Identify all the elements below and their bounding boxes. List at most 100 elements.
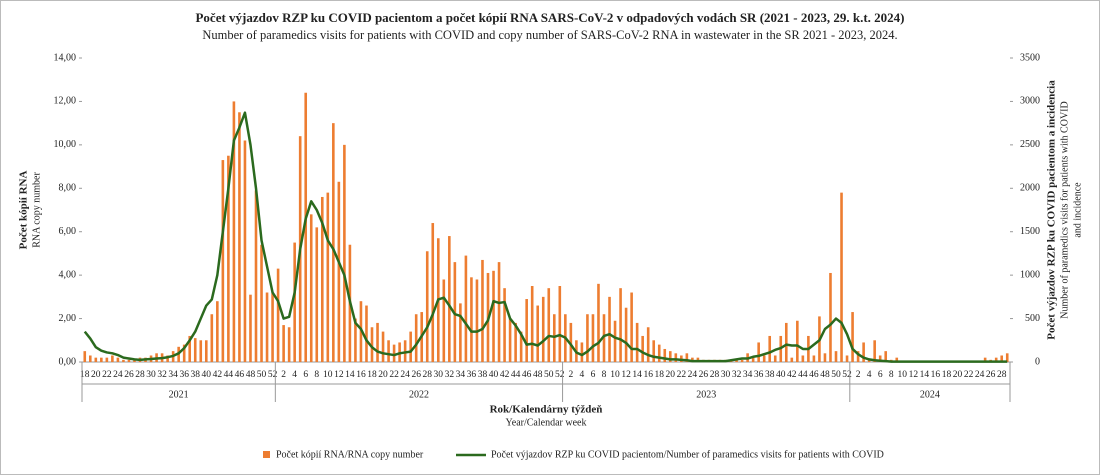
x-tick-label: 26 (411, 370, 421, 380)
y-tick-label: 2,00 (59, 313, 77, 324)
bar (210, 314, 214, 362)
x-tick-label: 20 (953, 370, 963, 380)
bar (668, 351, 672, 362)
x-tick-label: 14 (345, 370, 355, 380)
x-tick-label: 50 (831, 370, 841, 380)
bar (508, 318, 512, 362)
chart-title: Počet výjazdov RZP ku COVID pacientom a … (195, 10, 904, 25)
x-tick-label: 24 (688, 370, 698, 380)
x-tick-label: 12 (621, 370, 631, 380)
x-tick-label: 46 (235, 370, 245, 380)
x-tick-label: 42 (213, 370, 223, 380)
bar (199, 340, 203, 362)
y-tick-label: 6,00 (59, 226, 77, 237)
x-tick-label: 44 (798, 370, 808, 380)
x-tick-label: 2 (856, 370, 861, 380)
bar (602, 314, 606, 362)
x-tick-label: 26 (124, 370, 134, 380)
bar (232, 101, 236, 362)
bar (685, 353, 689, 362)
bar (94, 357, 98, 362)
x-tick-label: 18 (942, 370, 952, 380)
x-tick-label: 20 (666, 370, 676, 380)
bar (762, 355, 766, 362)
x-tick-label: 26 (699, 370, 709, 380)
bar (586, 314, 589, 362)
bar (271, 292, 274, 362)
bar (552, 314, 556, 362)
bar (409, 331, 412, 362)
bar (332, 123, 335, 363)
line (83, 111, 1008, 363)
x-tick-label: 8 (889, 370, 894, 380)
bar (663, 348, 667, 362)
bar (641, 335, 644, 362)
bar (354, 318, 357, 362)
y-tick-label: 8,00 (59, 183, 77, 194)
x-tick-label: 28 (997, 370, 1007, 380)
x-tick-label: 28 (422, 370, 432, 380)
bar (287, 327, 291, 362)
x-tick-label: 20 (378, 370, 388, 380)
y2-axis-title-en: Number of paramedics visits for patients… (1059, 101, 1070, 318)
bar (862, 342, 865, 362)
chart-subtitle: Number of paramedics visits for patients… (202, 28, 897, 42)
bar (657, 344, 661, 362)
x-tick-label: 38 (765, 370, 775, 380)
x-axis-title: Rok/Kalendárny týždeň (490, 404, 603, 416)
bar (597, 283, 600, 362)
x-tick-label: 36 (179, 370, 189, 380)
bar (442, 279, 446, 362)
y-tick-label: 14,00 (54, 52, 77, 63)
x-tick-label: 8 (314, 370, 319, 380)
x-tick-label: 42 (500, 370, 510, 380)
x-tick-label: 32 (445, 370, 455, 380)
bar (392, 344, 396, 362)
x-tick-label: 16 (931, 370, 941, 380)
y2-axis-title: Počet výjazdov RZP ku COVID pacientom a … (1046, 80, 1058, 340)
x-tick-label: 6 (591, 370, 596, 380)
y-tick-label: 4,00 (59, 269, 77, 280)
bar (784, 322, 788, 362)
x-tick-label: 16 (356, 370, 366, 380)
x-tick-label: 48 (246, 370, 256, 380)
bar (88, 355, 92, 362)
bar (696, 357, 700, 362)
bar (829, 272, 832, 362)
bar (249, 294, 252, 362)
bar (387, 340, 390, 362)
bar (309, 214, 313, 362)
bar (414, 314, 418, 362)
x-tick-label: 50 (544, 370, 554, 380)
bar (122, 359, 125, 362)
bar (238, 112, 241, 363)
bar (674, 353, 678, 362)
bar (994, 357, 998, 362)
bar (514, 322, 517, 362)
x-tick-label: 22 (389, 370, 399, 380)
bar (243, 140, 247, 362)
y2-tick-label: 3500 (1020, 52, 1040, 63)
bar (221, 160, 225, 362)
bar (878, 355, 882, 362)
x-tick-label: 20 (91, 370, 101, 380)
bar (116, 357, 120, 362)
x-tick-label: 12 (909, 370, 919, 380)
bar (812, 355, 816, 362)
x-tick-label: 18 (367, 370, 377, 380)
bar (448, 236, 451, 362)
bar (376, 322, 379, 362)
x-tick-label: 28 (135, 370, 145, 380)
bar (536, 305, 540, 362)
bar (873, 340, 876, 362)
bar (856, 351, 860, 362)
y2-tick-label: 2000 (1020, 183, 1040, 194)
bar (282, 325, 285, 362)
bar (801, 355, 805, 362)
bar (735, 359, 738, 362)
bar (547, 288, 551, 362)
bar (370, 327, 374, 362)
bar (652, 340, 656, 362)
y2-tick-label: 1500 (1020, 226, 1040, 237)
